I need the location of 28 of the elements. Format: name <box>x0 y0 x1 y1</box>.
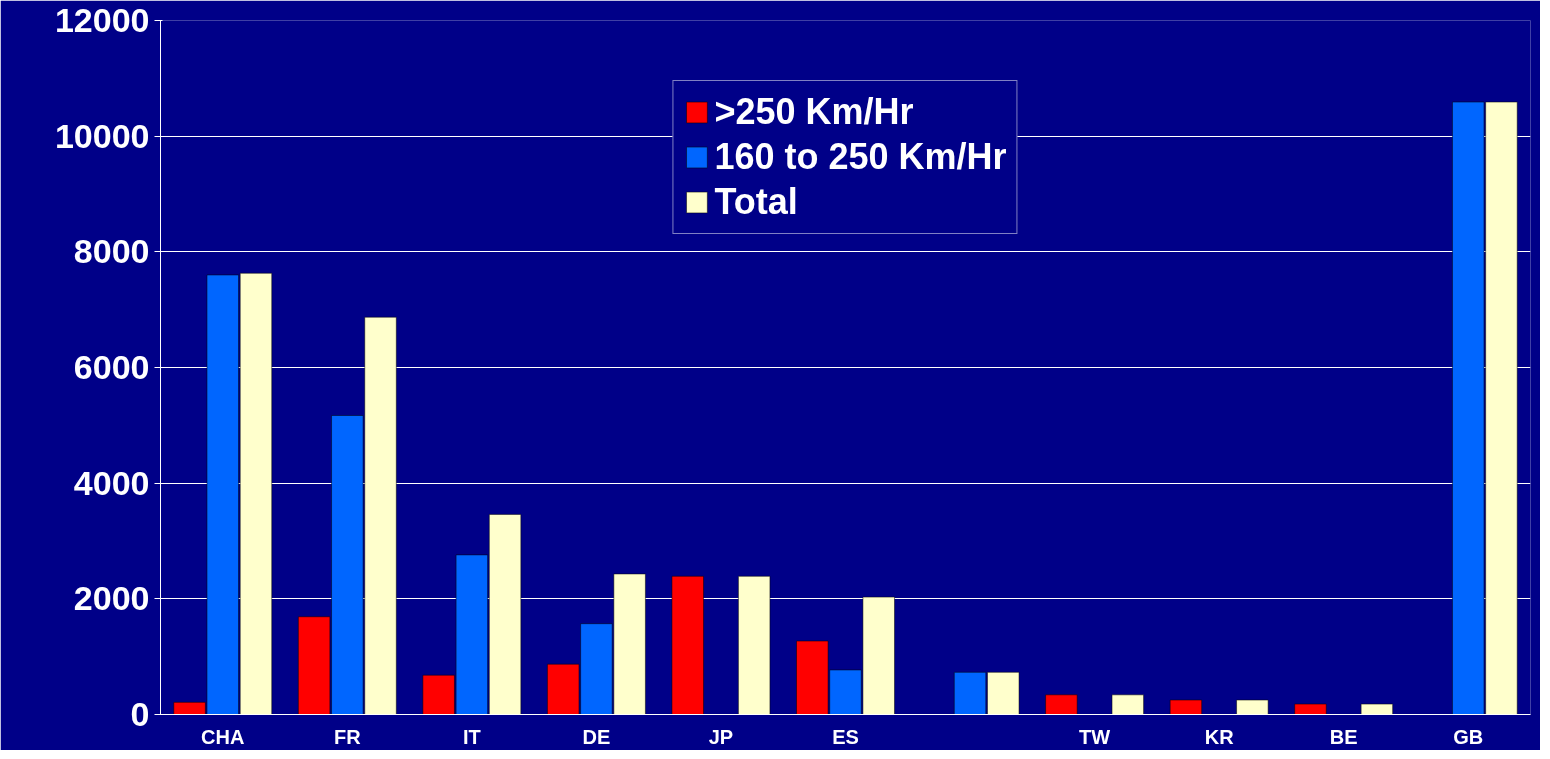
bar <box>1045 694 1078 715</box>
bar <box>1360 703 1393 715</box>
bar <box>1236 699 1269 715</box>
y-tick-label: 10000 <box>54 116 150 155</box>
x-tick-label: GB <box>1453 725 1484 748</box>
x-tick-label: FR <box>333 725 362 748</box>
legend-label: 160 to 250 Km/Hr <box>714 136 1007 178</box>
y-tick-label: 12000 <box>54 1 150 39</box>
x-tick-label: DE <box>582 725 611 748</box>
x-tick-label: KR <box>1204 725 1235 748</box>
y-tick-label: 4000 <box>73 463 150 502</box>
bar <box>1111 694 1144 715</box>
y-tick-label: 6000 <box>73 348 150 386</box>
bar <box>1294 703 1327 715</box>
bar <box>671 576 704 715</box>
bar <box>738 576 771 715</box>
y-tick-label: 8000 <box>73 232 150 271</box>
x-tick-label: TW <box>1079 725 1111 748</box>
legend-label: >250 Km/Hr <box>714 91 914 133</box>
x-tick-label: CHA <box>201 725 245 748</box>
x-tick-label: IT <box>462 725 481 748</box>
y-tick-label: 0 <box>130 695 150 733</box>
x-tick-label: BE <box>1329 725 1358 748</box>
y-tick-label: 2000 <box>73 579 150 618</box>
legend-label: Total <box>714 181 798 223</box>
x-tick-label: ES <box>832 725 859 748</box>
bar <box>1169 699 1202 715</box>
x-tick-label: JP <box>708 725 734 748</box>
